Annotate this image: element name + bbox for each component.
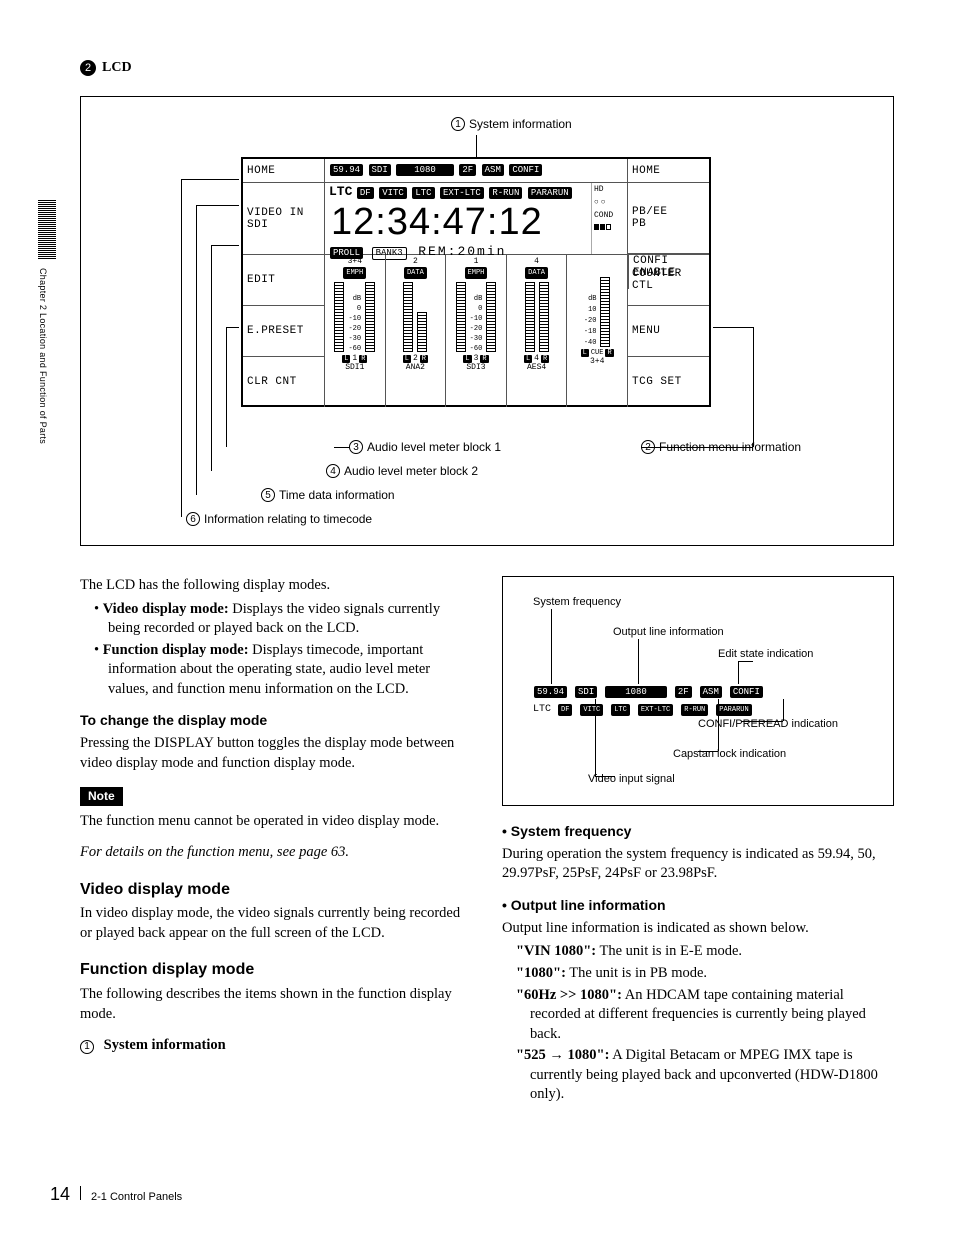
callout-6: 6 Information relating to timecode [186,512,372,526]
mode-bullet-1: • Video display mode: Displays the video… [80,600,472,639]
time-block: LTC DF VITC LTC EXT-LTC R-RUN PARARUN 12… [325,183,627,254]
change-mode-text: Pressing the DISPLAY button toggles the … [80,734,472,773]
lead-6v [181,179,182,517]
sf-label-confi: CONFI/PREREAD indication [698,717,838,732]
side-tab-text: Chapter 2 Location and Function of Parts [38,268,48,444]
cond-bars [594,224,625,230]
page-footer: 14 2-1 Control Panels [50,1184,182,1205]
right-btn-pbee: PB/EE PB CONFI ENABLE [627,183,709,254]
meter-ch1: 3+4 EMPH dB 0 -10 -20 -30 -60 [325,255,386,407]
sf-label-edit: Edit state indication [718,647,813,662]
lead-3v [226,327,227,447]
mode-bullet-2: • Function display mode: Displays timeco… [80,641,472,700]
sf-tag-row: 59.94 SDI 1080 2F ASM CONFI [533,685,764,699]
meter-ch2: 2 DATA L2R ANA2 [386,255,447,407]
left-btn-epreset: E.PRESET [243,306,325,357]
video-mode-heading: Video display mode [80,879,472,901]
reel-icon: ○○ [594,198,625,207]
right-btn-confi: CONFI ENABLE [628,253,709,289]
lead-2v [753,327,754,447]
note-box: Note [80,787,123,805]
page-number: 14 [50,1184,70,1205]
callout-1: 1 System information [451,117,572,131]
ref-text: For details on the function menu, see pa… [80,843,472,863]
sf-label-videoin: Video input signal [588,772,675,787]
note-text: The function menu cannot be operated in … [80,812,472,832]
heading-bullet-num: 2 [80,60,96,76]
side-tab-bars [38,200,56,260]
sys-freq-text: During operation the system frequency is… [502,845,894,884]
ol-item-1: "VIN 1080": The unit is in E-E mode. [502,942,894,962]
right-btn-home: HOME [627,159,709,182]
callout-2: 2 Function menu information [641,440,801,454]
sys-info-figure: System frequency Output line information… [502,576,894,806]
callout-5: 5 Time data information [261,488,395,502]
callout-4: 4 Audio level meter block 2 [326,464,478,478]
right-column: System frequency Output line information… [502,576,894,1107]
sf-tag-row2: LTC DF VITC LTC EXT-LTC R-RUN PARARUN [533,703,753,717]
lead-3h2 [334,447,350,448]
callout-1-text: System information [469,117,572,131]
side-flags: HD ○○ COND [591,183,627,254]
left-btn-edit: EDIT [243,255,325,306]
timecode-display: 12:34:47:12 [325,201,591,244]
ol-item-3: "60Hz >> 1080": An HDCAM tape containing… [502,986,894,1045]
lead-4h [211,245,239,246]
footer-section: 2-1 Control Panels [91,1191,182,1203]
body-columns: The LCD has the following display modes.… [80,576,894,1107]
left-btn-clrcnt: CLR CNT [243,357,325,407]
function-mode-text: The following describes the items shown … [80,985,472,1024]
meter-ch3: 1 EMPH dB 0 -10 -20 -30 -60 [446,255,507,407]
meter-ch4: 4 DATA L4R AES4 [507,255,568,407]
ol-item-2: "1080": The unit is in PB mode. [502,964,894,984]
lcd-screen: HOME 59.94 SDI 1080 2F ASM CONFI HOME VI… [241,157,711,407]
ol-item-4: "525 → 1080": A Digital Betacam or MPEG … [502,1046,894,1105]
tc-flags-row: LTC DF VITC LTC EXT-LTC R-RUN PARARUN [325,183,591,201]
lead-2h [713,327,753,328]
video-mode-text: In video display mode, the video signals… [80,904,472,943]
intro-text: The LCD has the following display modes. [80,576,472,596]
meter-block: 3+4 EMPH dB 0 -10 -20 -30 -60 [325,255,627,407]
left-btn-videoin: VIDEO IN SDI [243,183,325,254]
section-heading: 2 LCD [80,60,894,76]
change-mode-heading: To change the display mode [80,711,472,730]
callout-1-num: 1 [451,117,465,131]
lead-3h [226,327,239,328]
sys-info-item: 1 System information [80,1036,472,1056]
callout-3: 3 Audio level meter block 1 [349,440,501,454]
sf-label-capstan: Capstan lock indication [673,747,786,762]
sys-info-row: 59.94 SDI 1080 2F ASM CONFI [325,159,627,182]
lcd-figure: 1 System information HOME 59.94 SDI 1080… [80,96,894,546]
lead-5h [196,205,239,206]
lead-4v [211,245,212,471]
right-btn-tcgset: TCG SET [627,357,709,407]
sys-freq-heading: • System frequency [502,822,894,841]
lead-6h [181,179,239,180]
output-line-heading: • Output line information [502,896,894,915]
output-line-text: Output line information is indicated as … [502,919,894,939]
meter-cue: dB 10 -20 -18 -40 LCUER 3+4 [567,255,627,407]
sf-label-output: Output line information [613,625,724,640]
heading-label: LCD [102,60,132,76]
left-column: The LCD has the following display modes.… [80,576,472,1107]
lead-5v [196,205,197,495]
chapter-side-tab: Chapter 2 Location and Function of Parts [38,200,56,480]
callout-1-line [476,135,477,157]
function-mode-heading: Function display mode [80,959,472,981]
sf-label-sysfreq: System frequency [533,595,621,610]
left-btn-home: HOME [243,159,325,182]
right-btn-menu: MENU [627,306,709,357]
